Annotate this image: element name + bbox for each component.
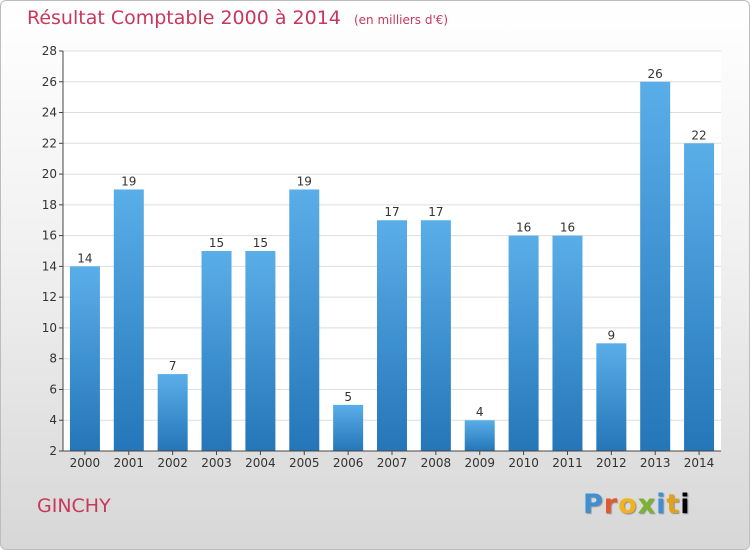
bar (596, 343, 627, 451)
bar (420, 220, 451, 451)
y-tick-label: 28 (42, 44, 57, 58)
data-label: 4 (476, 405, 484, 419)
data-label: 7 (169, 359, 177, 373)
x-tick-label: 2000 (70, 456, 101, 470)
bar (245, 251, 276, 451)
data-label: 22 (691, 128, 706, 142)
y-tick-label: 16 (42, 229, 57, 243)
y-tick-label: 20 (42, 167, 57, 181)
x-tick-label: 2007 (377, 456, 408, 470)
data-label: 5 (344, 390, 352, 404)
bar (684, 143, 715, 452)
data-label: 14 (77, 251, 92, 265)
bar (69, 266, 100, 451)
bar (113, 189, 144, 451)
proxiti-logo: Proxiti (583, 489, 691, 520)
data-label: 16 (516, 221, 531, 235)
chart-title: Résultat Comptable 2000 à 2014 (27, 7, 341, 29)
y-tick-label: 14 (42, 259, 57, 273)
bar (157, 374, 188, 451)
x-tick-label: 2010 (508, 456, 539, 470)
x-tick-label: 2002 (157, 456, 188, 470)
y-tick-label: 2 (49, 444, 57, 458)
data-label: 15 (209, 236, 224, 250)
data-label: 17 (384, 205, 399, 219)
bar (201, 251, 232, 451)
bar (508, 235, 539, 451)
bar (464, 420, 495, 451)
y-tick-label: 6 (49, 382, 57, 396)
x-tick-label: 2004 (245, 456, 276, 470)
y-tick-label: 12 (42, 290, 57, 304)
x-tick-label: 2001 (114, 456, 145, 470)
x-tick-label: 2009 (464, 456, 495, 470)
bar (333, 404, 364, 451)
bar (377, 220, 407, 451)
y-tick-label: 18 (42, 198, 57, 212)
y-tick-label: 10 (42, 321, 57, 335)
chart-unit: (en milliers d'€) (353, 13, 449, 27)
x-tick-label: 2014 (684, 456, 715, 470)
y-tick-label: 26 (42, 75, 57, 89)
data-label: 19 (297, 174, 312, 188)
y-tick-label: 24 (42, 106, 57, 120)
x-tick-label: 2003 (201, 456, 232, 470)
bar (289, 189, 320, 451)
data-label: 26 (648, 67, 663, 81)
chart-title-row: Résultat Comptable 2000 à 2014 (en milli… (27, 7, 448, 29)
data-label: 17 (428, 205, 443, 219)
x-tick-label: 2005 (289, 456, 320, 470)
x-tick-label: 2012 (596, 456, 627, 470)
y-tick-label: 4 (49, 413, 57, 427)
data-label: 15 (253, 236, 268, 250)
y-tick-label: 22 (42, 136, 57, 150)
data-label: 19 (121, 174, 136, 188)
data-label: 16 (560, 221, 575, 235)
x-tick-label: 2011 (552, 456, 583, 470)
commune-name: GINCHY (37, 495, 111, 517)
bar (552, 235, 583, 451)
data-label: 9 (608, 328, 616, 342)
x-tick-label: 2013 (640, 456, 671, 470)
x-tick-label: 2008 (421, 456, 452, 470)
y-tick-label: 8 (49, 352, 57, 366)
bar (640, 81, 671, 452)
x-tick-label: 2006 (333, 456, 364, 470)
